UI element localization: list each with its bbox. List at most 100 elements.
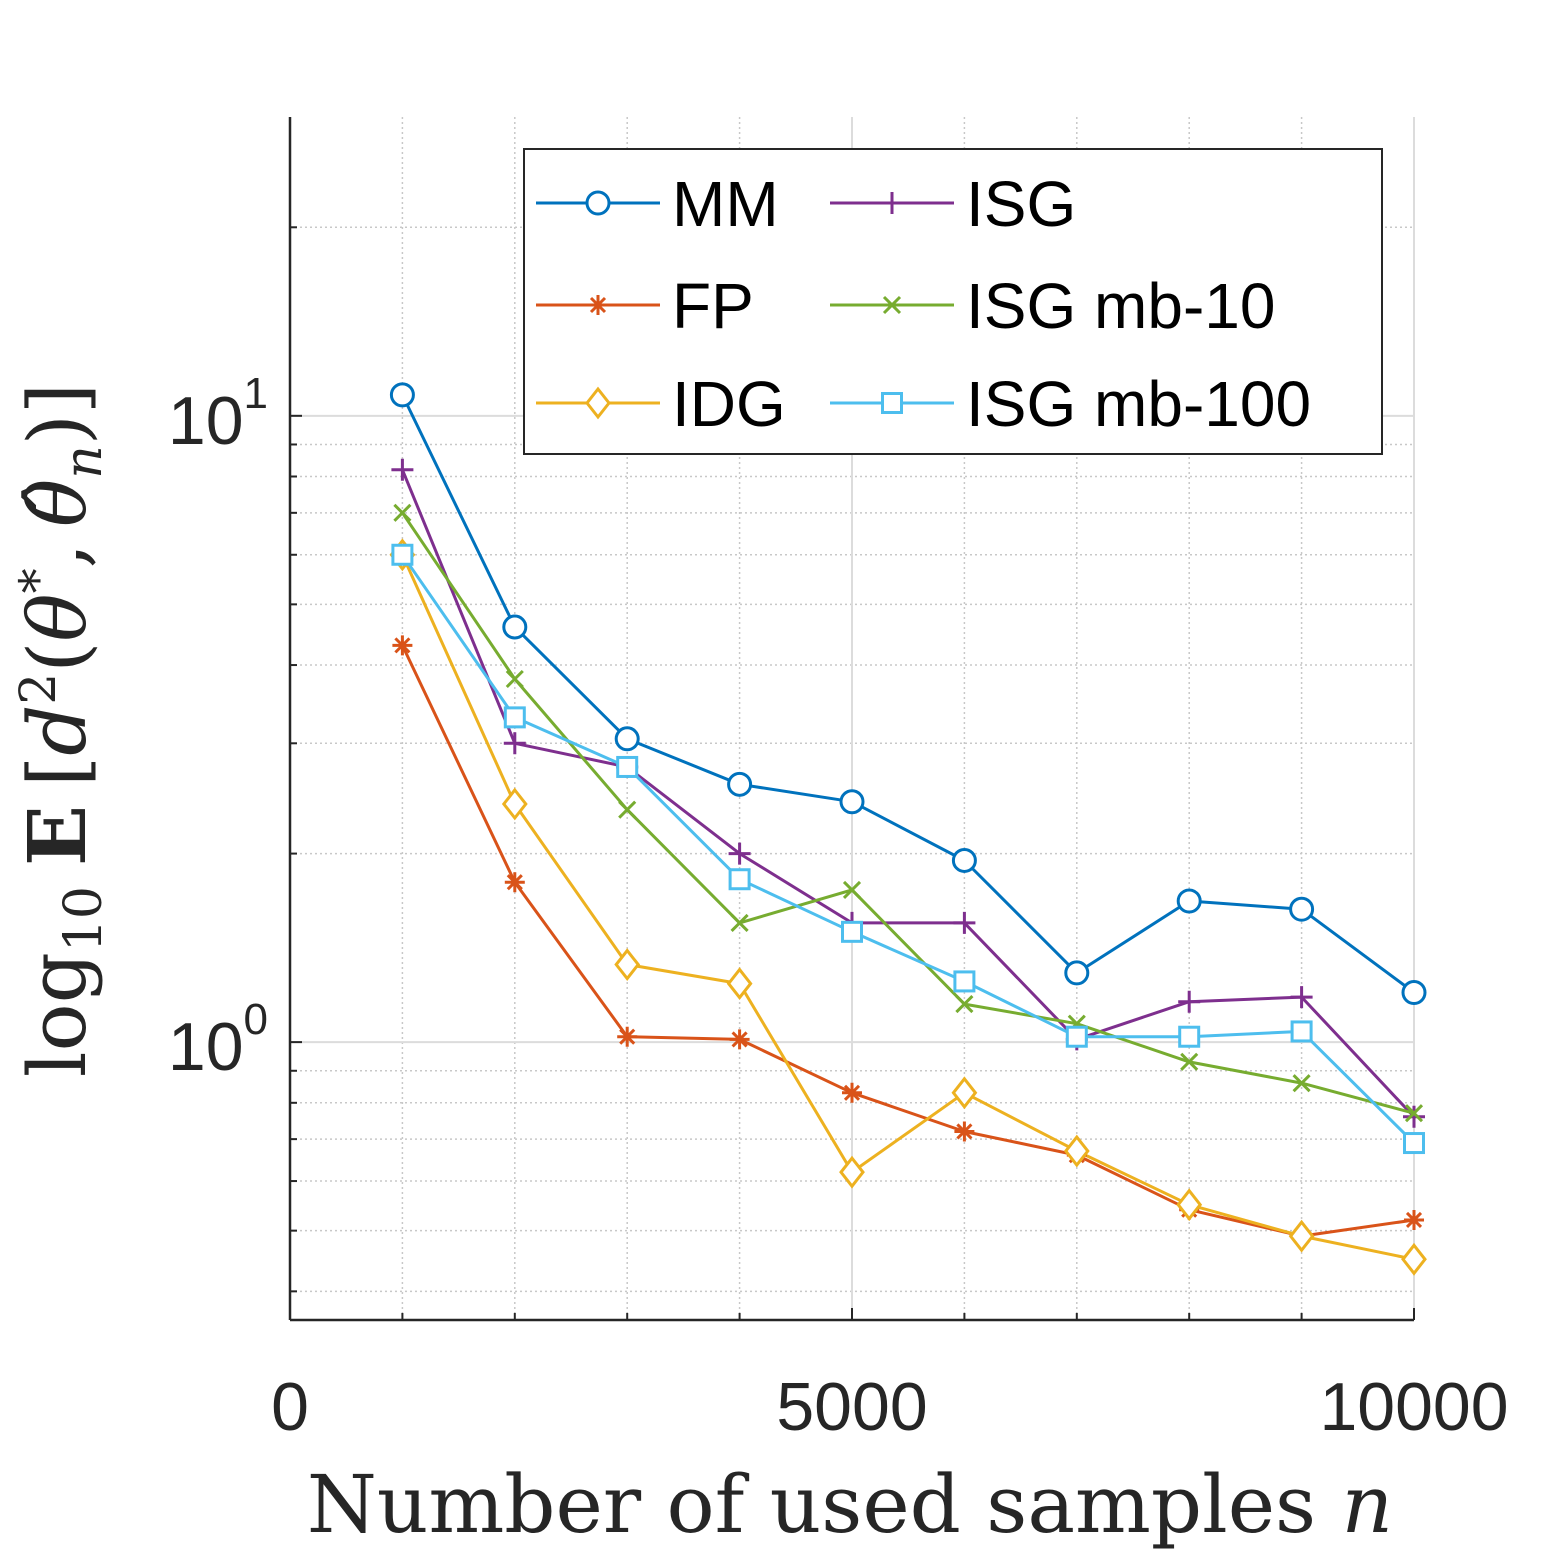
- series-markers-idg: [389, 538, 1427, 1276]
- data-point-idg: [726, 967, 753, 1001]
- data-point-fp: [729, 1029, 750, 1050]
- data-point-idg: [501, 787, 528, 821]
- legend-marker: [588, 295, 608, 315]
- data-point-isg-mb-10: [842, 880, 862, 899]
- data-point-idg: [839, 1155, 865, 1189]
- data-point-idg: [951, 1076, 978, 1110]
- data-point-idg: [614, 948, 641, 981]
- y-title-sq: 2: [9, 673, 67, 705]
- legend-item-mm: MM: [536, 168, 779, 240]
- legend-label: FP: [672, 270, 754, 342]
- legend-label: ISG mb-100: [966, 368, 1311, 440]
- legend-item-idg: IDG: [536, 368, 786, 440]
- legend-item-fp: FP: [536, 270, 754, 342]
- data-point-isg-mb-100: [1065, 1025, 1088, 1048]
- data-point-isg-mb-100: [1403, 1132, 1425, 1155]
- y-title-theta: θ: [11, 593, 104, 641]
- data-point-mm: [389, 382, 415, 408]
- data-point-isg-mb-100: [391, 543, 414, 566]
- x-tick-label: 0: [271, 1369, 309, 1445]
- series-markers-isg-mb-10: [393, 503, 1424, 1123]
- data-point-idg: [1288, 1219, 1315, 1253]
- data-point-isg: [953, 911, 976, 934]
- legend-label: ISG mb-10: [966, 270, 1275, 342]
- legend-item-isg: ISG: [830, 168, 1076, 240]
- data-point-mm: [1176, 888, 1202, 914]
- legend-item-isg-mb-100: ISG mb-100: [830, 368, 1311, 440]
- y-title-open: (: [11, 642, 104, 673]
- y-title-comma: ,: [11, 543, 104, 568]
- data-point-mm: [727, 771, 753, 797]
- x-tick-labels: 0 5000 10000: [271, 1369, 1508, 1445]
- legend-marker: [585, 386, 611, 420]
- series-lines: [401, 394, 1416, 1261]
- data-point-fp: [617, 1026, 638, 1047]
- series-line-idg: [401, 554, 1415, 1261]
- series-markers-mm: [389, 382, 1427, 1006]
- y-title-bracket: [: [11, 756, 104, 787]
- data-point-fp: [842, 1082, 862, 1103]
- legend-label: MM: [672, 168, 779, 240]
- data-point-isg: [1178, 990, 1201, 1013]
- series-line-isg-mb-100: [401, 553, 1416, 1145]
- series-markers-isg-mb-100: [391, 543, 1425, 1155]
- y-tick-label: 100: [168, 995, 268, 1085]
- legend: MM FP IDG ISG ISG mb-10 ISG mb-100: [523, 148, 1383, 455]
- y-tick-label: 101: [168, 369, 268, 459]
- data-point-idg: [1401, 1242, 1427, 1276]
- axes: [288, 117, 1415, 1322]
- legend-items: MM FP IDG ISG ISG mb-10 ISG mb-100: [536, 168, 1311, 440]
- x-axis-title: Number of used samples n: [307, 1458, 1393, 1551]
- data-point-mm: [502, 614, 528, 640]
- data-point-idg: [1176, 1188, 1203, 1222]
- data-point-isg-mb-10: [730, 913, 749, 932]
- legend-marker: [881, 392, 903, 414]
- x-tick-label: 5000: [776, 1369, 927, 1445]
- data-point-isg: [1290, 986, 1313, 1009]
- legend-marker: [882, 295, 902, 315]
- x-axis-title-var: n: [1342, 1458, 1394, 1551]
- data-point-isg-mb-100: [1290, 1020, 1313, 1043]
- y-title-log: log: [11, 952, 104, 1077]
- legend-label: ISG: [966, 168, 1076, 240]
- data-point-isg: [728, 842, 751, 865]
- data-point-isg-mb-100: [1178, 1025, 1201, 1048]
- data-point-isg-mb-100: [953, 970, 976, 993]
- data-point-isg-mb-100: [841, 920, 863, 943]
- data-point-mm: [1064, 960, 1090, 986]
- data-point-isg-mb-10: [618, 800, 637, 819]
- data-point-isg-mb-10: [955, 995, 974, 1014]
- data-point-isg: [1403, 1105, 1425, 1128]
- y-tick-labels: 100 101: [168, 369, 268, 1085]
- series-line-isg: [401, 469, 1416, 1118]
- legend-item-isg-mb-10: ISG mb-10: [830, 270, 1275, 342]
- series-markers: [389, 382, 1427, 1276]
- data-point-mm: [1401, 980, 1427, 1006]
- data-point-mm: [839, 789, 865, 815]
- y-title-star: *: [9, 568, 67, 593]
- data-point-isg-mb-100: [728, 868, 751, 891]
- x-axis-title-text: Number of used samples: [307, 1458, 1316, 1551]
- y-title-thetahat: θ̂: [11, 479, 104, 527]
- data-point-isg-mb-10: [1180, 1052, 1199, 1071]
- series-line-isg-mb-10: [401, 511, 1415, 1115]
- y-axis-title: log10 E [d2(θ*, θ̂n)]: [9, 383, 114, 1077]
- svg-text:log10E[d2(θ*,θ̂n)]: log10 E [d2(θ*, θ̂n)]: [9, 383, 114, 1077]
- data-point-mm: [1289, 896, 1315, 922]
- data-point-mm: [951, 847, 977, 873]
- data-point-mm: [614, 726, 640, 752]
- y-title-n: n: [54, 445, 114, 479]
- x-tick-label: 10000: [1319, 1369, 1508, 1445]
- data-point-isg-mb-10: [1292, 1074, 1311, 1093]
- y-title-sub: 10: [54, 886, 114, 952]
- data-point-fp: [954, 1121, 975, 1142]
- data-point-fp: [392, 635, 413, 656]
- y-title-d: d: [11, 705, 104, 756]
- data-point-fp: [1404, 1209, 1424, 1230]
- data-point-fp: [504, 872, 525, 893]
- data-point-isg-mb-10: [505, 669, 524, 689]
- data-point-isg-mb-100: [503, 706, 526, 729]
- series-line-fp: [401, 644, 1415, 1238]
- data-point-idg: [1063, 1134, 1090, 1168]
